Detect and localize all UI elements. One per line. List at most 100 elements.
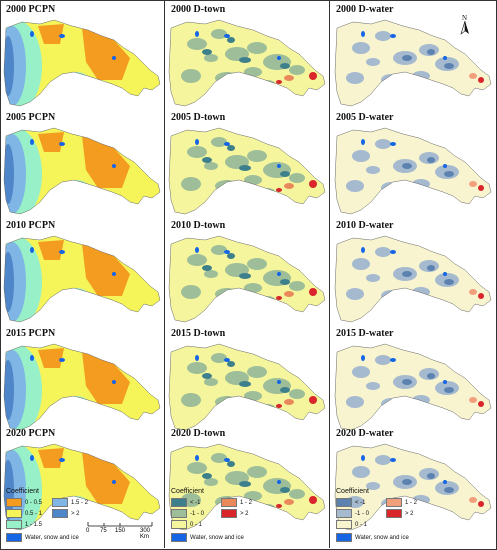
map-dtown [168,19,326,107]
map-pcpn [3,19,161,107]
legend-item-water: Water, snow and ice [171,533,244,542]
pcpn-panel: 2010 PCPN [0,216,164,324]
legend-swatch [336,498,352,507]
dwater-column: N 2000 D-water 2005 D-water 2010 D-water… [329,0,496,548]
dtown-panel: 2000 D-town [165,0,329,108]
panel-title: 2000 D-water [336,4,394,15]
legend-swatch [386,498,402,507]
panel-title: 2020 D-water [336,428,394,439]
map-pcpn [3,343,161,431]
scale-bar: 0 75 150 300 Km [86,520,158,540]
panel-title: 2005 PCPN [6,112,56,123]
legend-label: 1 - 1.5 [25,521,43,528]
legend-label: < -1 [190,499,201,506]
dwater-panel: 2005 D-water [330,108,496,216]
legend-item: 0 - 1 [171,520,202,529]
legend-swatch [52,509,68,518]
panel-title: 2015 D-water [336,328,394,339]
panel-title: 2015 PCPN [6,328,56,339]
legend-item: 1 - 2 [386,498,417,507]
dtown-panel: 2010 D-town [165,216,329,324]
dwater-legend: Coefficient < -1 1 - 2 -1 - 0 > 2 0 - 1 … [334,488,492,548]
legend-swatch [6,509,22,518]
map-dtown [168,343,326,431]
legend-swatch [171,498,187,507]
pcpn-panel: 2020 PCPN [0,424,164,532]
dwater-panel: 2015 D-water [330,324,496,432]
dtown-panel: 2015 D-town [165,324,329,432]
legend-item: 0.5 - 1 [6,509,42,518]
pcpn-column: 2000 PCPN 2005 PCPN 2010 PCPN 2015 PCPN … [0,0,164,548]
legend-item-water: Water, snow and ice [336,533,409,542]
map-pcpn [3,235,161,323]
legend-label: 0 - 1 [190,521,203,528]
panel-title: 2000 PCPN [6,4,56,15]
legend-label: 0 - 1 [355,521,368,528]
legend-swatch [6,520,22,529]
legend-item: 1 - 1.5 [6,520,42,529]
map-dwater [334,19,492,107]
legend-item: -1 - 0 [171,509,204,518]
legend-swatch [171,533,187,542]
legend-label: 1.5 - 2 [71,499,89,506]
scale-tick: 150 [115,528,126,534]
legend-swatch [52,498,68,507]
panel-title: 2005 D-town [171,112,226,123]
map-dwater [334,343,492,431]
legend-swatch [336,509,352,518]
dtown-panel: 2005 D-town [165,108,329,216]
legend-swatch [336,520,352,529]
legend-item: 1 - 2 [221,498,252,507]
map-dtown [168,235,326,323]
legend-item: 0 - 1 [336,520,367,529]
north-arrow-shape [460,20,469,35]
legend-label: Water, snow and ice [25,534,79,541]
legend-swatch [6,498,22,507]
legend-item: < -1 [336,498,366,507]
map-dwater [334,127,492,215]
map-dwater [334,235,492,323]
legend-item: 0 - 0.5 [6,498,42,507]
legend-label: 1 - 2 [240,499,253,506]
legend-swatch [336,533,352,542]
dtown-column: 2000 D-town 2005 D-town 2010 D-town 2015… [164,0,329,548]
panel-title: 2010 D-water [336,220,394,231]
legend-label: > 2 [405,510,414,517]
legend-label: > 2 [71,510,80,517]
legend-swatch [171,520,187,529]
legend-label: > 2 [240,510,249,517]
legend-item-water: Water, snow and ice [6,533,79,542]
dtown-legend: Coefficient < -1 1 - 2 -1 - 0 > 2 0 - 1 … [169,488,327,548]
legend-label: 0.5 - 1 [25,510,43,517]
scale-tick: 75 [100,528,107,534]
map-dwater [334,443,492,531]
panel-title: 2000 D-town [171,4,226,15]
panel-title: 2005 D-water [336,112,394,123]
legend-title: Coefficient [6,488,39,495]
pcpn-panel: 2015 PCPN [0,324,164,432]
map-pcpn [3,127,161,215]
panel-title: 2010 PCPN [6,220,56,231]
scale-tick: 0 [86,528,90,534]
panel-title: 2020 D-town [171,428,226,439]
dwater-panel: 2000 D-water [330,0,496,108]
legend-item: > 2 [386,509,414,518]
legend-label: 1 - 2 [405,499,418,506]
scale-bar-line [87,522,153,527]
legend-item: -1 - 0 [336,509,369,518]
panel-title: 2020 PCPN [6,428,56,439]
legend-item: > 2 [221,509,249,518]
legend-swatch [221,509,237,518]
legend-label: Water, snow and ice [190,534,244,541]
legend-swatch [386,509,402,518]
panel-title: 2015 D-town [171,328,226,339]
legend-title: Coefficient [171,488,204,495]
legend-title: Coefficient [336,488,369,495]
legend-item: > 2 [52,509,80,518]
panel-title: 2010 D-town [171,220,226,231]
legend-label: 0 - 0.5 [25,499,43,506]
map-pcpn [3,443,161,531]
pcpn-panel: 2005 PCPN [0,108,164,216]
legend-swatch [221,498,237,507]
legend-item: < -1 [171,498,201,507]
